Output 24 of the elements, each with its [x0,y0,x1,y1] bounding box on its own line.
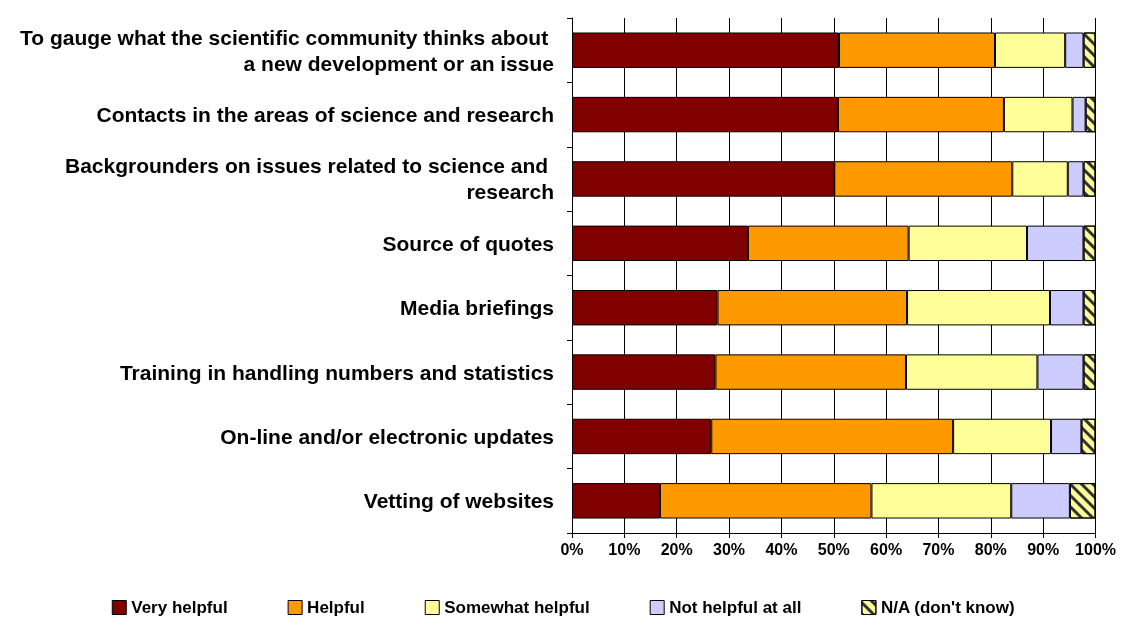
y-tick-label: To gauge what the scientific community thinks about a new development or an issue [20,25,554,75]
x-tick-label: 0% [560,540,584,558]
legend-label: Helpful [307,598,365,617]
legend-label: Very helpful [131,598,228,617]
y-tick-label: On-line and/or electronic updates [220,424,554,448]
x-tick-label: 30% [713,540,746,558]
y-tick-label: Vetting of websites [363,489,554,513]
x-tick-label: 50% [817,540,850,558]
x-tick-label: 90% [1027,540,1060,558]
y-tick-label: Backgrounders on issues related to science and research [65,154,554,204]
y-tick-label: Contacts in the areas of science and research [96,103,554,127]
x-tick-label: 60% [870,540,903,558]
x-tick-label: 100% [1075,540,1116,558]
x-tick-label: 70% [922,540,955,558]
x-tick-label: 80% [974,540,1007,558]
x-tick-label: 20% [660,540,693,558]
legend-label: N/A (don't know) [880,598,1015,617]
legend-label: Somewhat helpful [444,598,590,617]
x-tick-label: 10% [608,540,641,558]
y-tick-label: Training in handling numbers and statistics [119,360,554,384]
y-tick-label: Source of quotes [382,231,554,255]
x-tick-label: 40% [765,540,798,558]
y-tick-label: Media briefings [399,296,554,320]
legend-label: Not helpful at all [669,598,802,617]
